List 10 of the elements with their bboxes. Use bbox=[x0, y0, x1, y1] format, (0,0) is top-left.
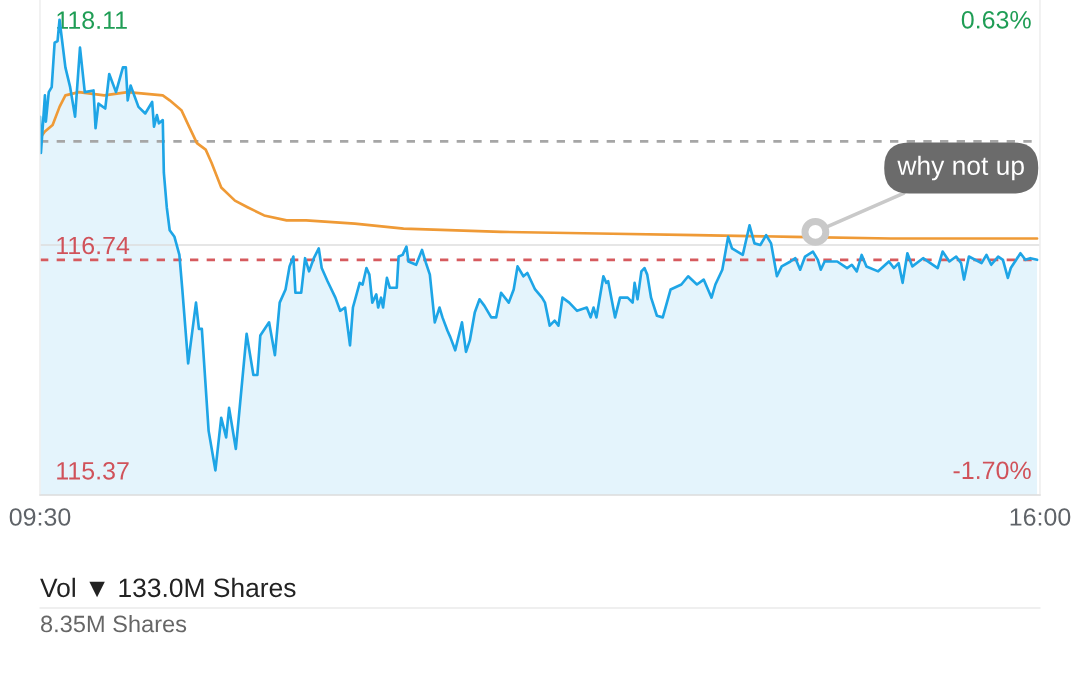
text: Vol ▼ 133.0M Shares bbox=[40, 577, 296, 598]
y-tick-label: 116.74 bbox=[57, 236, 130, 255]
text: 8.35M Shares bbox=[41, 614, 187, 633]
x-tick-label: 16:00 bbox=[1010, 508, 1071, 526]
y-tick-label: 118.11 bbox=[57, 11, 127, 30]
y2-tick-label: 0.63% bbox=[961, 10, 1031, 29]
y-tick-label: 115.37 bbox=[57, 461, 129, 480]
y2-tick-label: -1.70% bbox=[953, 461, 1031, 480]
annotation: why not up bbox=[897, 155, 1024, 181]
x-tick-label: 09:30 bbox=[9, 508, 71, 526]
